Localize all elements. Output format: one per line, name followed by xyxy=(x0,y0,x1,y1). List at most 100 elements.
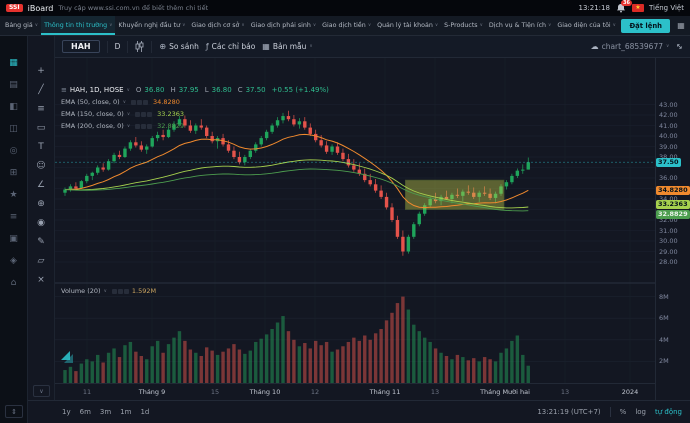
chart-icon[interactable]: ◫ xyxy=(9,124,18,134)
menu-item-9[interactable]: Dịch vụ & Tiện ích ∨ xyxy=(486,16,554,35)
last-price-label[interactable]: 37.50 xyxy=(656,158,681,168)
news-icon[interactable]: ≡ xyxy=(9,212,18,222)
time-axis[interactable]: 11 Tháng 9 15 Tháng 10 12 Tháng 11 13 Tháng Mườ… xyxy=(55,383,655,400)
settings-icon[interactable] xyxy=(141,123,147,129)
ema50-price-label[interactable]: 34.8280 xyxy=(656,186,690,196)
symbol-legend-row: ≡ HAH, 1D, HOSE ∨ O 36.80 H 37.95 L 36.80 C… xyxy=(61,84,329,96)
app-rail: ▦ ▤ ◧ ◫ ◎ ⊞ ★ ≡ ▣ ◈ ⌂ ⇕ xyxy=(0,36,28,423)
range-6m-button[interactable]: 6m xyxy=(79,408,91,416)
menu-item-4[interactable]: Giao dịch cơ sở ∨ xyxy=(188,16,247,35)
volume-indicator-label[interactable]: Volume (20) xyxy=(61,287,101,295)
trend-line-tool[interactable]: ╱ xyxy=(38,84,44,95)
scanner-icon[interactable]: ⊞ xyxy=(9,168,18,178)
delete-icon[interactable] xyxy=(147,111,153,117)
range-3m-button[interactable]: 3m xyxy=(99,408,112,416)
indicators-icon: ƒ xyxy=(205,42,209,51)
delete-icon[interactable] xyxy=(143,99,149,105)
language-selector[interactable]: Tiếng Việt xyxy=(648,4,684,12)
place-order-button[interactable]: Đặt lệnh xyxy=(621,18,670,33)
rail-collapse-button[interactable]: ⇕ xyxy=(5,405,23,418)
home-icon[interactable]: ⌂ xyxy=(10,278,17,288)
menu-item-label: Giao dịch tiền xyxy=(322,22,366,29)
percent-scale-button[interactable]: % xyxy=(619,408,627,416)
chevron-down-icon: ∨ xyxy=(241,23,245,28)
chart-type-button[interactable] xyxy=(135,41,144,52)
log-scale-button[interactable]: log xyxy=(635,408,646,416)
visibility-icon[interactable] xyxy=(131,99,137,105)
menu-item-8[interactable]: S-Products ∨ xyxy=(441,16,486,35)
menu-item-10[interactable]: Giao diện của tôi ∨ xyxy=(554,16,617,35)
fib-retracement-tool[interactable]: ≡ xyxy=(37,103,45,114)
fullscreen-button[interactable]: ↔ xyxy=(674,41,685,52)
portfolio-icon[interactable]: ▣ xyxy=(9,234,18,244)
menu-item-label: Khuyến nghị đầu tư xyxy=(118,22,181,29)
legend-menu-icon[interactable]: ≡ xyxy=(61,86,67,94)
utilities-icon[interactable]: ◈ xyxy=(10,256,17,266)
app-name: iBoard xyxy=(27,3,54,13)
ema150-price-label[interactable]: 33.2363 xyxy=(656,200,690,210)
range-1d-button[interactable]: 1d xyxy=(140,408,150,416)
compare-button[interactable]: ⊕ So sánh xyxy=(159,42,198,51)
layout-grid-icon[interactable]: ▦ xyxy=(677,21,685,30)
shapes-tool[interactable]: ▭ xyxy=(36,122,46,133)
market-overview-icon[interactable]: ◧ xyxy=(9,102,18,112)
chart-clock[interactable]: 13:21:19 (UTC+7) xyxy=(537,408,601,416)
vietnam-flag-icon[interactable]: ★ xyxy=(631,4,644,12)
settings-icon[interactable] xyxy=(117,288,123,294)
menu-item-7[interactable]: Quản lý tài khoản ∨ xyxy=(374,16,441,35)
indicator-controls xyxy=(135,123,153,129)
cloud-save-button[interactable]: ☁ chart_68539677 ∨ xyxy=(591,42,670,51)
time-label: Tháng Mười hai xyxy=(480,388,530,396)
delete-icon[interactable] xyxy=(147,123,153,129)
menu-item-3[interactable]: Khuyến nghị đầu tư ∨ xyxy=(115,16,188,35)
zoom-tool[interactable]: ⊕ xyxy=(37,198,45,209)
settings-icon[interactable] xyxy=(137,99,143,105)
compare-icon: ⊕ xyxy=(159,42,167,51)
remove-objects-tool[interactable]: × xyxy=(37,274,45,285)
menu-item-6[interactable]: Giao dịch tiền ∨ xyxy=(319,16,374,35)
measure-tool[interactable]: ∠ xyxy=(36,179,46,190)
volume-legend: Volume (20) ∨ 1.592M xyxy=(61,287,156,295)
price-axis[interactable]: 43.0042.0041.0040.0039.0038.0036.0035.00… xyxy=(655,58,690,383)
ema200-price-label[interactable]: 32.8829 xyxy=(656,209,690,219)
chevron-down-icon: ∨ xyxy=(612,23,616,28)
crosshair-tool[interactable]: + xyxy=(37,65,45,76)
interval-button[interactable]: D xyxy=(114,42,121,51)
open-label: O xyxy=(135,86,142,94)
favorites-icon[interactable]: ★ xyxy=(9,190,18,200)
chart-canvas[interactable] xyxy=(55,58,655,383)
symbol-search-button[interactable]: HAH xyxy=(62,40,100,53)
delete-icon[interactable] xyxy=(123,288,129,294)
notifications-button[interactable]: 36 xyxy=(615,0,632,14)
price-board-icon[interactable]: ▤ xyxy=(9,80,18,90)
emoji-tool[interactable]: ☺ xyxy=(36,160,46,171)
price-tick: 34.00 xyxy=(659,195,678,203)
menu-item-label: Giao dịch phái sinh xyxy=(250,22,311,29)
symbol-title[interactable]: HAH, 1D, HOSE xyxy=(69,86,124,94)
magnet-tool[interactable]: ◉ xyxy=(37,217,45,228)
visibility-icon[interactable] xyxy=(135,111,141,117)
auto-scale-button[interactable]: tự động xyxy=(654,408,682,416)
range-1m-button[interactable]: 1m xyxy=(120,408,132,416)
menu-item-5[interactable]: Giao dịch phái sinh ∨ xyxy=(248,16,319,35)
indicator-name[interactable]: EMA (50, close, 0) xyxy=(61,98,120,106)
templates-button[interactable]: ▦ Bản mẫu ∨ xyxy=(262,42,312,51)
menu-item-1[interactable]: Bảng giá ∨ xyxy=(2,16,41,35)
text-tool[interactable]: T xyxy=(38,141,44,152)
settings-icon[interactable] xyxy=(141,111,147,117)
draw-tool[interactable]: ✎ xyxy=(37,236,45,247)
volume-tick: 4M xyxy=(659,335,669,344)
visibility-icon[interactable] xyxy=(135,123,141,129)
watchlist-icon[interactable]: ▦ xyxy=(9,58,18,68)
visibility-icon[interactable] xyxy=(111,288,117,294)
indicator-name[interactable]: EMA (150, close, 0) xyxy=(61,110,124,118)
chart-bottom-bar: 1y 6m 3m 1m 1d 13:21:19 (UTC+7) % log tự độn… xyxy=(28,400,690,423)
menu-item-2[interactable]: Thông tin thị trường ∨ xyxy=(41,16,116,35)
eraser-tool[interactable]: ▱ xyxy=(37,255,45,266)
more-tools-button[interactable]: ∨ xyxy=(33,385,50,397)
range-1y-button[interactable]: 1y xyxy=(62,408,71,416)
indicators-button[interactable]: ƒ Các chỉ báo xyxy=(206,42,255,51)
derivatives-icon[interactable]: ◎ xyxy=(9,146,18,156)
candlestick-icon xyxy=(135,41,144,52)
indicator-name[interactable]: EMA (200, close, 0) xyxy=(61,122,124,130)
